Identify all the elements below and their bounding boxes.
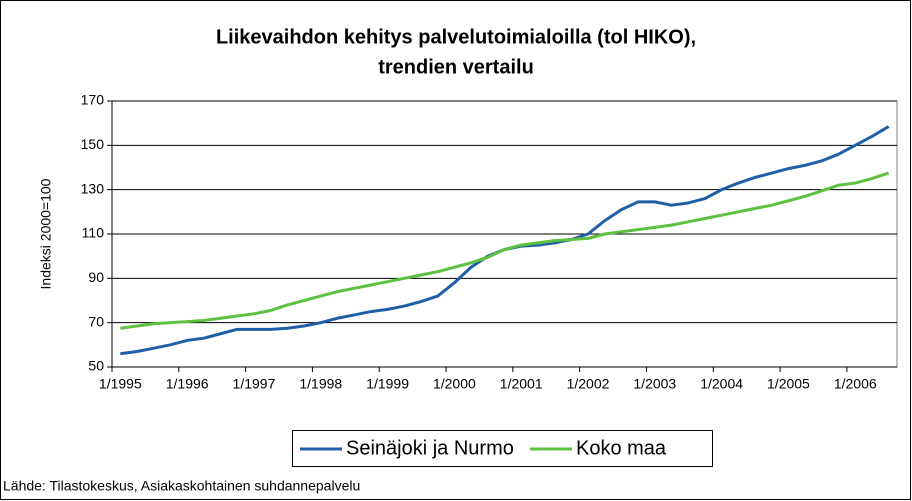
legend-label: Seinäjoki ja Nurmo	[346, 437, 514, 459]
y-tick-label: 50	[88, 358, 104, 374]
y-tick-label: 130	[81, 180, 105, 196]
x-tick-label: 1/2006	[834, 376, 877, 392]
series-line	[120, 171, 890, 330]
legend-box	[292, 430, 713, 467]
y-tick-label: 70	[88, 313, 104, 329]
chart-title: trendien vertailu	[378, 56, 534, 78]
x-tick-label: 1/1999	[366, 376, 409, 392]
x-tick-label: 1/2004	[700, 376, 743, 392]
x-tick-label: 1/2001	[500, 376, 543, 392]
x-tick-label: 1/1997	[233, 376, 276, 392]
x-tick-label: 1/1996	[166, 376, 209, 392]
y-tick-label: 110	[82, 225, 105, 241]
chart-title: Liikevaihdon kehitys palvelutoimialoilla…	[216, 26, 696, 48]
source-note: Lähde: Tilastokeskus, Asiakaskohtainen s…	[3, 478, 360, 494]
x-tick-label: 1/2002	[567, 376, 610, 392]
x-tick-label: 1/2005	[767, 376, 810, 392]
y-tick-label: 90	[88, 269, 104, 285]
x-tick-label: 1/2003	[633, 376, 676, 392]
x-tick-label: 1/2000	[433, 376, 476, 392]
y-tick-label: 150	[81, 136, 105, 152]
y-axis-label: Indeksi 2000=100	[38, 178, 54, 289]
x-tick-label: 1/1995	[99, 376, 142, 392]
x-tick-label: 1/1998	[299, 376, 342, 392]
y-tick-label: 170	[81, 92, 105, 108]
legend-label: Koko maa	[576, 437, 667, 459]
